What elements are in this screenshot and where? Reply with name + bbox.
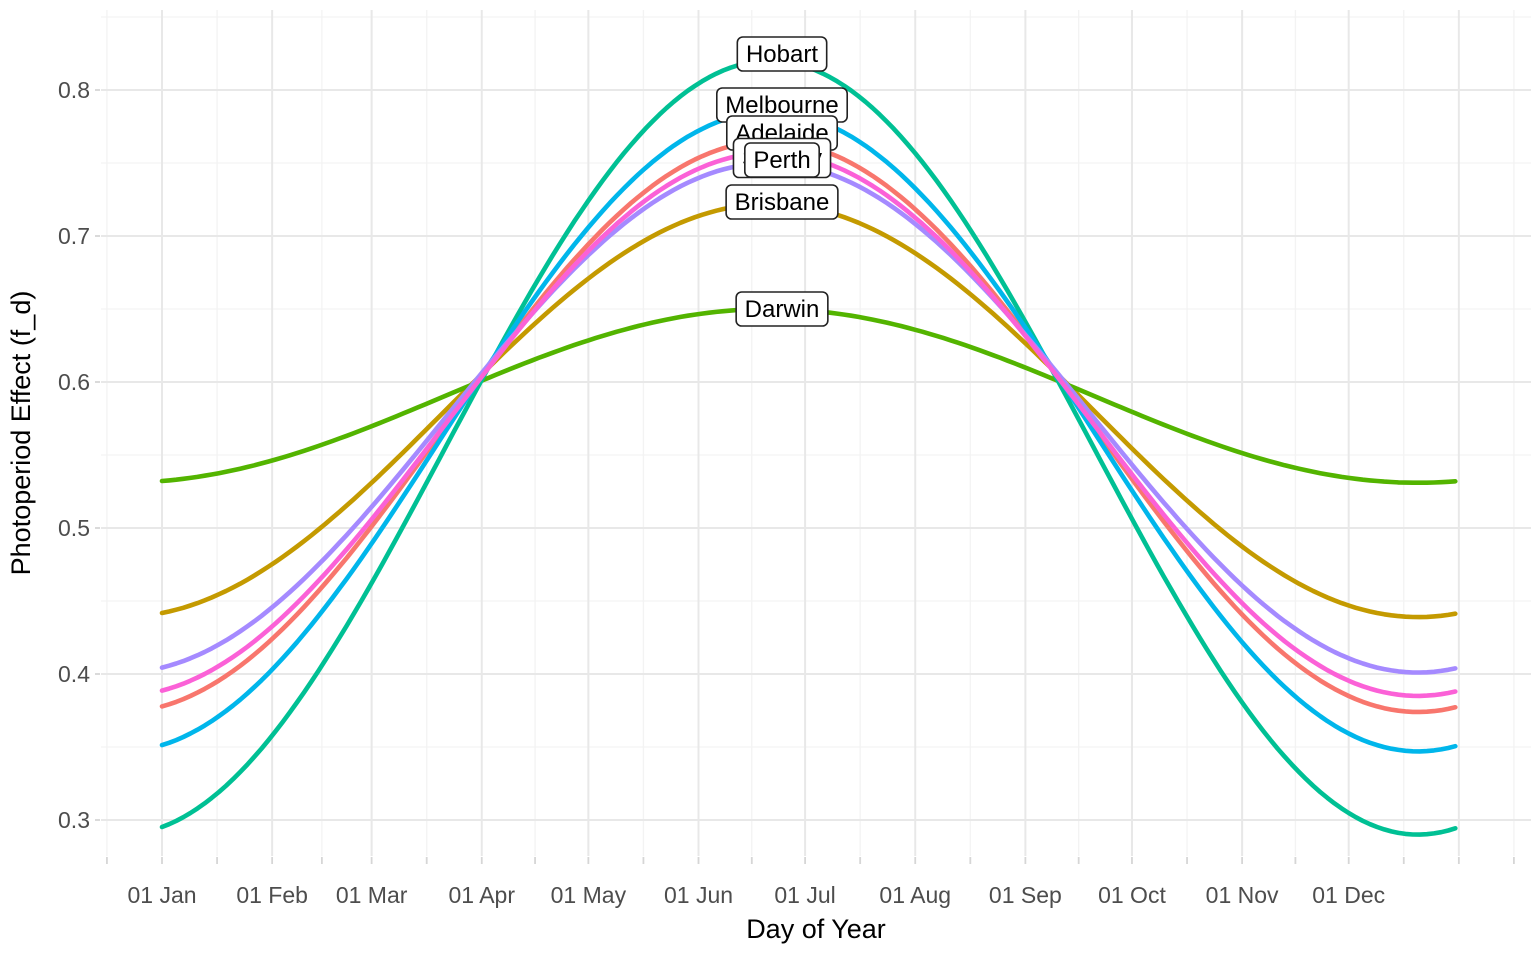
y-axis-title: Photoperiod Effect (f_d) (6, 291, 36, 576)
city-line-labels: HobartMelbourneAdelaideSydneyPerthBrisba… (715, 36, 849, 327)
x-tick-label: 01 Mar (336, 882, 408, 908)
y-tick-label: 0.4 (58, 661, 90, 687)
x-tick-label: 01 Oct (1098, 882, 1166, 908)
city-label-brisbane: Brisbane (725, 184, 839, 220)
x-tick-label: 01 Apr (449, 882, 516, 908)
curve-perth (159, 160, 1458, 675)
city-label-box (744, 142, 820, 178)
x-tick-label: 01 Aug (879, 882, 951, 908)
x-tick-label: 01 Feb (236, 882, 308, 908)
axis-tick-marks (95, 89, 1515, 864)
city-label-text: Brisbane (735, 189, 830, 216)
y-tick-label: 0.6 (58, 369, 90, 395)
x-tick-label: 01 May (551, 882, 627, 908)
x-tick-label: 01 Jul (774, 882, 835, 908)
y-tick-label: 0.8 (58, 77, 90, 103)
city-label-text: Perth (753, 147, 810, 174)
x-tick-label: 01 Dec (1312, 882, 1385, 908)
curve-darwin (159, 306, 1458, 485)
city-label-text: Hobart (746, 41, 818, 68)
city-label-perth: Perth (744, 142, 820, 178)
y-tick-label: 0.3 (58, 807, 90, 833)
city-label-melbourne: Melbourne (715, 87, 849, 123)
city-label-box (735, 291, 829, 327)
city-label-text: Melbourne (725, 92, 838, 119)
y-axis-tick-labels: 0.3 0.4 0.5 0.6 0.7 0.8 (58, 77, 90, 833)
city-label-hobart: Hobart (736, 36, 828, 72)
x-tick-label: 01 Sep (989, 882, 1062, 908)
x-axis-title: Day of Year (746, 914, 886, 944)
city-label-box (725, 184, 839, 220)
x-tick-label: 01 Jun (664, 882, 733, 908)
x-tick-label: 01 Jan (127, 882, 196, 908)
city-label-box (736, 36, 828, 72)
x-tick-label: 01 Nov (1206, 882, 1279, 908)
city-label-text: Darwin (745, 296, 820, 323)
city-label-darwin: Darwin (735, 291, 829, 327)
y-tick-label: 0.7 (58, 223, 90, 249)
gridlines-major (101, 10, 1531, 856)
x-axis-tick-labels: 01 Jan 01 Feb 01 Mar 01 Apr 01 May 01 Jun 01 J… (127, 882, 1385, 908)
curve-adelaide (159, 138, 1458, 715)
curve-brisbane (159, 201, 1458, 620)
y-tick-label: 0.5 (58, 515, 90, 541)
